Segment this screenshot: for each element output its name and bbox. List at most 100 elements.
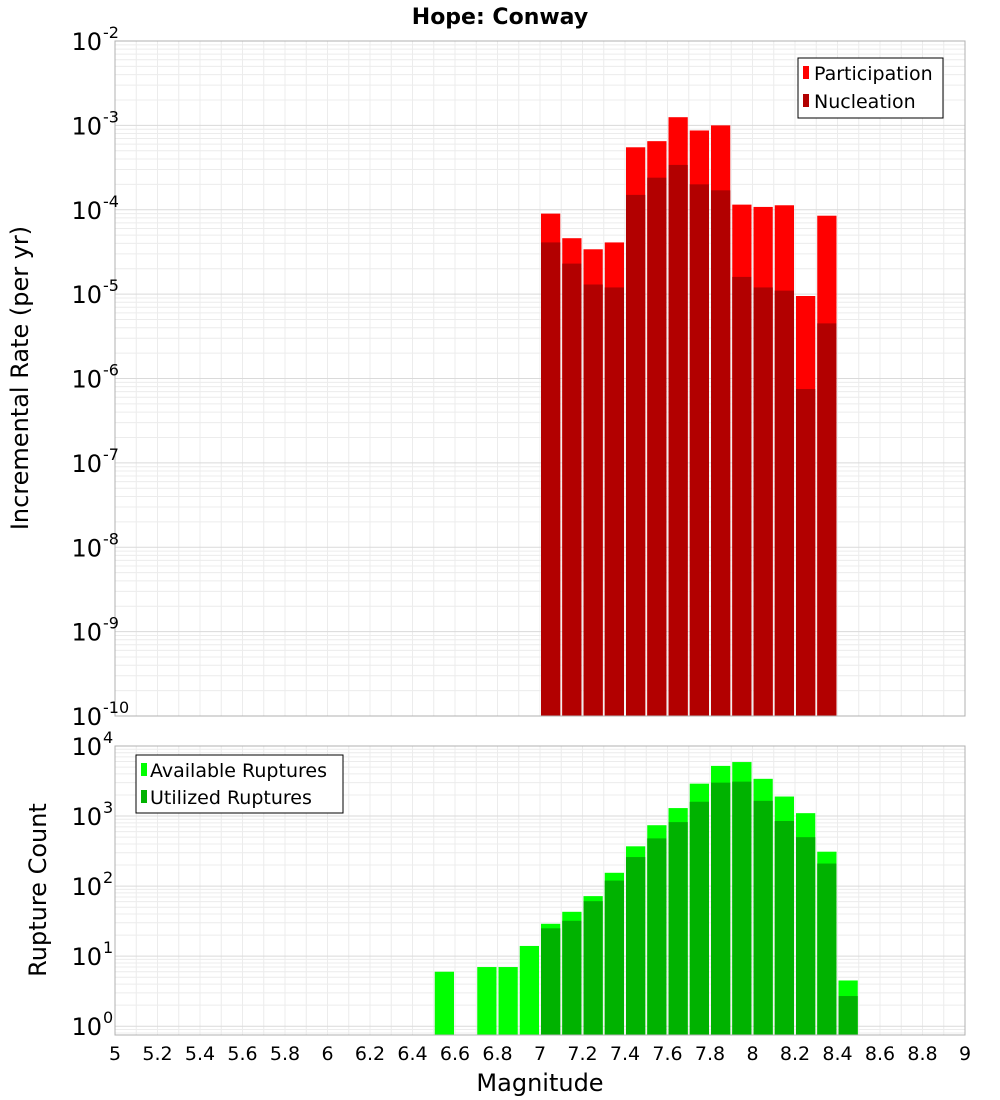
count-y-tick-label: 10 xyxy=(71,943,102,971)
rate-y-tick-label-exponent: -10 xyxy=(103,698,129,717)
rate-y-tick-label: 10 xyxy=(71,450,102,478)
legend-available-swatch xyxy=(141,763,147,776)
chart-title: Hope: Conway xyxy=(412,5,588,30)
rate-legend: Participation Nucleation xyxy=(797,57,944,119)
count-bar-utilized-ruptures xyxy=(668,822,688,1035)
legend-utilized-swatch xyxy=(141,790,147,803)
rate-bar-nucleation xyxy=(583,284,603,716)
count-legend: Available Ruptures Utilized Ruptures xyxy=(135,754,344,814)
rate-bar-nucleation xyxy=(604,287,624,716)
count-bar-available-ruptures xyxy=(519,945,539,1035)
x-ticks: 5 5.2 5.4 5.6 5.8 6 6.2 6.4 6.6 6.8 7 7.2 7.4 7.6 7.8 8… xyxy=(109,1043,971,1065)
count-bar-utilized-ruptures xyxy=(817,863,837,1035)
rate-y-tick-label: 10 xyxy=(71,28,102,56)
rate-y-tick-label-exponent: -7 xyxy=(103,445,119,464)
rate-bar-nucleation xyxy=(626,194,646,716)
rate-legend-box xyxy=(797,57,944,119)
x-tick-label: 6.4 xyxy=(397,1043,427,1065)
count-bars xyxy=(434,762,858,1035)
rate-y-tick-label: 10 xyxy=(71,112,102,140)
count-bar-utilized-ruptures xyxy=(562,920,582,1035)
rate-bar-nucleation xyxy=(541,242,561,716)
count-legend-box xyxy=(135,754,344,814)
rate-y-tick-label: 10 xyxy=(71,197,102,225)
count-bar-utilized-ruptures xyxy=(626,857,646,1035)
rate-y-tick-label-exponent: -2 xyxy=(103,23,119,42)
x-tick-label: 7.2 xyxy=(567,1043,597,1065)
x-axis-label: Magnitude xyxy=(476,1069,603,1097)
x-tick-label: 5.8 xyxy=(270,1043,300,1065)
count-bar-utilized-ruptures xyxy=(732,781,752,1035)
count-y-axis-label: Rupture Count xyxy=(24,803,52,977)
rate-y-tick-label-exponent: -3 xyxy=(103,107,119,126)
rate-y-tick-label-exponent: -6 xyxy=(103,361,119,380)
rate-bar-nucleation xyxy=(774,290,794,716)
rate-grid xyxy=(114,41,966,717)
rate-y-tick-label-exponent: -5 xyxy=(103,276,119,295)
rate-plot-frame xyxy=(114,40,966,717)
x-tick-label: 6.2 xyxy=(355,1043,385,1065)
rate-y-tick-label: 10 xyxy=(71,703,102,731)
count-y-tick-label-exponent: 1 xyxy=(103,938,113,957)
rate-bar-nucleation xyxy=(562,263,582,716)
count-bar-utilized-ruptures xyxy=(774,821,794,1035)
count-bar-utilized-ruptures xyxy=(838,996,858,1035)
rate-bar-nucleation xyxy=(732,276,752,716)
count-bar-utilized-ruptures xyxy=(753,800,773,1035)
x-tick-label: 8.4 xyxy=(822,1043,852,1065)
x-tick-label: 8 xyxy=(746,1043,758,1065)
rate-bar-nucleation xyxy=(796,389,816,716)
count-y-tick-label-exponent: 3 xyxy=(103,798,113,817)
count-plot-frame xyxy=(114,745,966,1036)
x-tick-label: 7.8 xyxy=(695,1043,725,1065)
count-y-tick-label: 10 xyxy=(71,733,102,761)
x-tick-label: 6.8 xyxy=(482,1043,512,1065)
rate-y-tick-label-exponent: -4 xyxy=(103,192,119,211)
rate-y-tick-label: 10 xyxy=(71,281,102,309)
rate-bar-nucleation xyxy=(668,164,688,716)
legend-nucleation-label: Nucleation xyxy=(814,91,916,113)
count-y-tick-label-exponent: 2 xyxy=(103,868,113,887)
x-tick-label: 7 xyxy=(534,1043,546,1065)
rate-bar-nucleation xyxy=(689,184,709,717)
x-tick-label: 7.4 xyxy=(610,1043,640,1065)
rate-y-tick-label-exponent: -9 xyxy=(103,614,119,633)
x-tick-label: 6.6 xyxy=(440,1043,470,1065)
x-tick-label: 6 xyxy=(321,1043,333,1065)
rate-y-tick-label: 10 xyxy=(71,366,102,394)
x-tick-label: 5 xyxy=(109,1043,121,1065)
count-bar-utilized-ruptures xyxy=(796,837,816,1035)
x-tick-label: 5.2 xyxy=(142,1043,172,1065)
legend-participation-swatch xyxy=(803,66,809,79)
legend-participation-label: Participation xyxy=(814,63,933,85)
rate-y-axis-label: Incremental Rate (per yr) xyxy=(6,226,34,530)
count-y-tick-label: 10 xyxy=(71,1013,102,1041)
rate-bar-nucleation xyxy=(753,287,773,716)
count-bar-utilized-ruptures xyxy=(689,801,709,1035)
x-tick-label: 5.6 xyxy=(227,1043,257,1065)
count-bar-utilized-ruptures xyxy=(604,880,624,1035)
rate-bar-nucleation xyxy=(711,190,731,716)
legend-available-label: Available Ruptures xyxy=(150,760,327,782)
count-bar-utilized-ruptures xyxy=(711,782,731,1035)
rate-y-tick-label: 10 xyxy=(71,534,102,562)
x-tick-label: 8.6 xyxy=(865,1043,895,1065)
rate-bar-nucleation xyxy=(817,323,837,716)
count-y-tick-label-exponent: 4 xyxy=(103,728,113,747)
rate-bar-nucleation xyxy=(647,177,667,716)
x-tick-label: 8.8 xyxy=(907,1043,937,1065)
count-bar-utilized-ruptures xyxy=(647,838,667,1035)
x-tick-label: 8.2 xyxy=(780,1043,810,1065)
rate-bars xyxy=(541,117,837,717)
x-tick-label: 9 xyxy=(959,1043,971,1065)
count-y-tick-label: 10 xyxy=(71,803,102,831)
count-bar-available-ruptures xyxy=(434,971,454,1035)
legend-utilized-label: Utilized Ruptures xyxy=(150,787,312,809)
count-bar-utilized-ruptures xyxy=(583,901,603,1035)
legend-nucleation-swatch xyxy=(803,94,809,107)
rate-y-tick-label: 10 xyxy=(71,619,102,647)
